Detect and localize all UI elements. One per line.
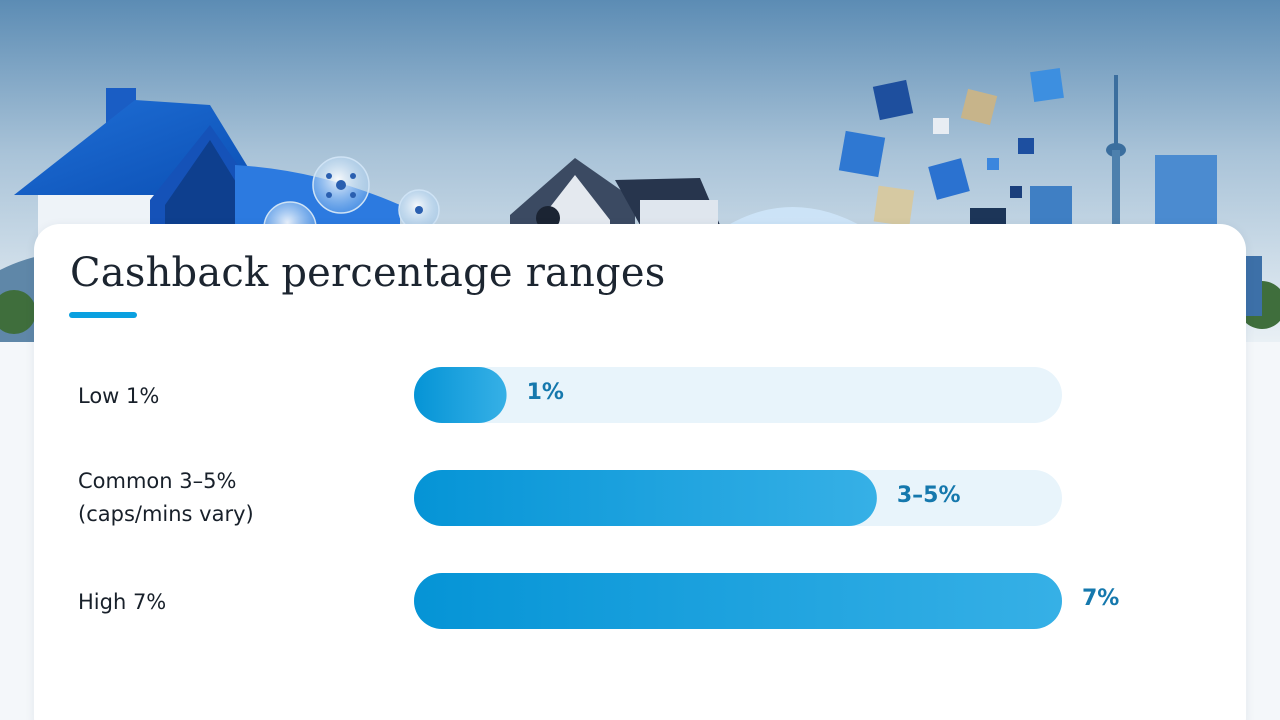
cube-icon [838,68,1064,228]
category-label: Common 3–5% (caps/mins vary) [78,469,254,526]
data-label: 7% [1082,586,1120,611]
category-label: Low 1% [78,384,160,408]
data-label: 3–5% [896,483,961,508]
title-accent-underline [69,312,137,318]
category-label: High 7% [78,590,167,614]
tower-icon [1106,75,1126,230]
data-label: 1% [526,380,564,405]
skyline-icon [1030,155,1262,316]
chart-title: Cashback percentage ranges [70,250,666,296]
